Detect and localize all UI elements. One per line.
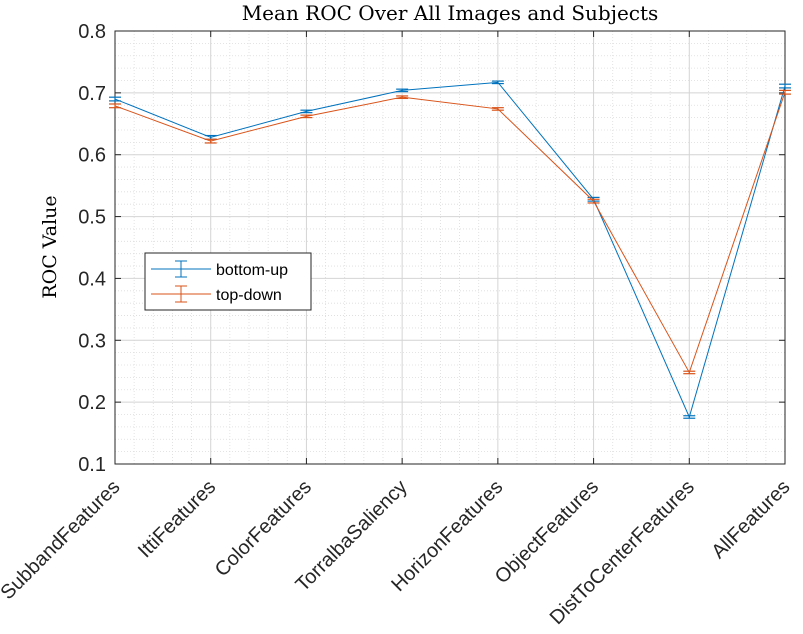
y-tick-label: 0.6 [78, 145, 106, 167]
error-bar [396, 88, 409, 93]
x-tick-label: ObjectFeatures [491, 476, 603, 588]
y-tick-label: 0.1 [78, 454, 106, 476]
y-tick-label: 0.5 [78, 207, 106, 229]
error-bar [683, 415, 696, 419]
error-bar [779, 83, 791, 89]
axis-ticks [114, 30, 786, 465]
error-bar [109, 103, 121, 109]
minor-grid [115, 31, 785, 464]
error-bar [491, 80, 504, 85]
y-tick-label: 0.2 [78, 392, 106, 414]
x-tick-labels: SubbandFeatures IttiFeaturesColorFeatures… [0, 476, 795, 629]
error-bar [109, 96, 121, 102]
y-axis-label: ROC Value [39, 195, 61, 298]
x-tick-label: AllFeatures [707, 476, 794, 563]
x-tick-label: SubbandFeatures [0, 476, 125, 604]
legend-label: top-down [216, 287, 282, 304]
series-top-down [109, 89, 791, 375]
series-line [114, 81, 786, 419]
y-tick-label: 0.7 [78, 83, 106, 105]
series-layer [109, 80, 791, 419]
legend-item-top-down: top-down [151, 285, 282, 304]
major-grid [114, 30, 786, 465]
legend-item-bottom-up: bottom-up [151, 260, 288, 279]
error-bar [300, 109, 313, 114]
legend-label: bottom-up [216, 262, 288, 279]
error-bar [491, 107, 504, 111]
error-bar [396, 95, 409, 100]
y-tick-label: 0.8 [78, 21, 106, 43]
y-tick-label: 0.4 [78, 268, 106, 290]
error-bar [587, 198, 600, 204]
series-bottom-up [109, 80, 791, 419]
error-bar [779, 89, 791, 95]
error-bar [683, 370, 696, 375]
y-tick-label: 0.3 [78, 330, 106, 352]
series-line [114, 92, 786, 374]
y-tick-labels: 0.1 0.2 0.3 0.4 0.5 0.6 0.7 0.8 [78, 21, 106, 476]
plot-area-frame [114, 30, 786, 465]
legend: bottom-up top-down [144, 252, 312, 311]
chart-title: Mean ROC Over All Images and Subjects [242, 1, 659, 25]
x-tick-label: ColorFeatures [211, 476, 316, 581]
x-tick-label: IttiFeatures [134, 476, 220, 562]
legend-box [144, 252, 312, 311]
error-bar [204, 138, 217, 144]
error-bar [300, 114, 313, 119]
